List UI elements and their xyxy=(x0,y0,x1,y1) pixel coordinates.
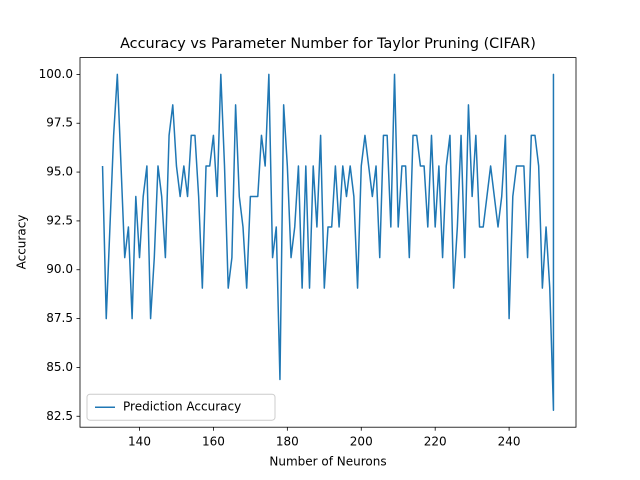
y-tick-label: 95.0 xyxy=(46,165,73,179)
x-tick-label: 160 xyxy=(202,435,225,449)
y-axis-label: Accuracy xyxy=(15,215,29,270)
y-tick-label: 100.0 xyxy=(39,67,73,81)
legend-box xyxy=(86,393,276,421)
y-tick-label: 87.5 xyxy=(46,311,73,325)
y-tick-label: 90.0 xyxy=(46,262,73,276)
data-line xyxy=(101,73,555,411)
x-tick-label: 240 xyxy=(498,435,521,449)
y-tick-label: 82.5 xyxy=(46,409,73,423)
chart-title: Accuracy vs Parameter Number for Taylor … xyxy=(120,36,536,52)
x-tick-label: 220 xyxy=(424,435,447,449)
x-tick-label: 200 xyxy=(350,435,373,449)
y-tick-label: 92.5 xyxy=(46,213,73,227)
x-axis-label: Number of Neurons xyxy=(269,455,386,469)
x-tick-label: 140 xyxy=(128,435,151,449)
legend-label: Prediction Accuracy xyxy=(123,400,241,414)
plot-frame xyxy=(79,57,577,428)
x-tick-label: 180 xyxy=(276,435,299,449)
y-tick-label: 85.0 xyxy=(46,360,73,374)
y-tick-label: 97.5 xyxy=(46,116,73,130)
